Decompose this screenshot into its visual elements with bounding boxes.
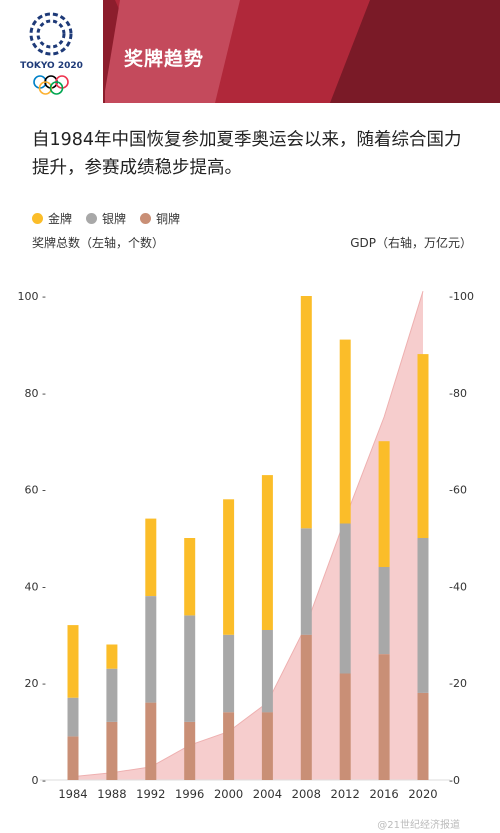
bar-silver-2000: [223, 634, 235, 713]
x-tick-label-2020: 2020: [408, 787, 437, 801]
x-tick-label-1988: 1988: [97, 787, 126, 801]
right-tick-label-100: -100: [449, 290, 474, 303]
bar-silver-1988: [106, 668, 118, 722]
bar-bronze-2020: [417, 692, 429, 780]
bar-bronze-2016: [378, 654, 390, 780]
bar-silver-2012: [339, 523, 351, 674]
bar-gold-2020: [417, 354, 429, 538]
bar-bronze-2008: [300, 634, 312, 780]
right-tick-label-40: -40: [449, 580, 467, 593]
bar-gold-2012: [339, 339, 351, 524]
silver-dot-icon: [86, 212, 98, 224]
page-title: 奖牌趋势: [124, 48, 205, 70]
left-tick-label-80: 80 -: [25, 387, 46, 400]
legend-item-gold: 金牌: [32, 210, 72, 227]
bronze-dot-icon: [140, 212, 152, 224]
bar-bronze-1996: [184, 721, 196, 780]
legend-label-gold: 金牌: [48, 211, 73, 226]
bar-bronze-1984: [67, 736, 79, 780]
bar-gold-1996: [184, 538, 196, 616]
x-tick-label-2004: 2004: [253, 787, 282, 801]
bar-bronze-2000: [223, 712, 235, 780]
banner-decoration: [103, 0, 500, 103]
legend-label-bronze: 铜牌: [156, 211, 181, 226]
x-tick-label-1996: 1996: [175, 787, 204, 801]
left-tick-label-100: 100 -: [18, 290, 46, 303]
bar-silver-2020: [417, 538, 429, 693]
bar-gold-1992: [145, 518, 157, 596]
bar-gold-2008: [300, 296, 312, 529]
left-axis-title: 奖牌总数（左轴，个数）: [32, 236, 165, 250]
watermark: @21世纪经济报道: [377, 820, 460, 831]
bar-bronze-2004: [261, 712, 273, 780]
x-tick-label-1984: 1984: [58, 787, 87, 801]
right-tick-label-0: -0: [449, 774, 460, 787]
olympic-emblem-icon: [29, 12, 73, 95]
bar-bronze-1992: [145, 702, 157, 780]
legend-item-bronze: 铜牌: [140, 210, 180, 227]
bar-silver-1984: [67, 697, 79, 737]
chart-legend: 金牌 银牌 铜牌: [32, 208, 194, 228]
x-tick-label-2008: 2008: [292, 787, 321, 801]
right-axis-title: GDP（右轴，万亿元）: [350, 236, 472, 250]
bar-gold-2004: [261, 475, 273, 630]
right-tick-label-80: -80: [449, 387, 467, 400]
legend-label-silver: 银牌: [102, 211, 127, 226]
intro-text: 自1984年中国恢复参加夏季奥运会以来，随着综合国力提升，参赛成绩稳步提高。: [32, 130, 462, 178]
header-banner: TOKYO 2020 奖牌趋势: [0, 0, 500, 103]
bar-gold-2000: [223, 499, 235, 635]
left-tick-label-20: 20 -: [25, 677, 46, 690]
logo-caption: TOKYO 2020: [20, 61, 83, 71]
x-tick-label-1992: 1992: [136, 787, 165, 801]
bar-silver-1996: [184, 615, 196, 722]
bar-bronze-2012: [339, 673, 351, 780]
gdp-line: [72, 291, 424, 778]
right-tick-label-20: -20: [449, 677, 467, 690]
bar-silver-2016: [378, 567, 390, 655]
bar-gold-2016: [378, 441, 390, 567]
bar-silver-2004: [261, 630, 273, 713]
bar-bronze-1988: [106, 721, 118, 780]
x-tick-label-2000: 2000: [214, 787, 243, 801]
legend-item-silver: 银牌: [86, 210, 126, 227]
bar-silver-2008: [300, 528, 312, 635]
bar-silver-1992: [145, 596, 157, 703]
left-tick-label-0: 0 -: [32, 774, 46, 787]
bar-gold-1984: [67, 625, 79, 698]
gold-dot-icon: [32, 212, 43, 224]
right-tick-label-60: -60: [449, 484, 467, 497]
x-tick-label-2016: 2016: [369, 787, 398, 801]
x-tick-label-2012: 2012: [331, 787, 360, 801]
left-tick-label-60: 60 -: [25, 484, 46, 497]
bar-gold-1988: [106, 644, 118, 669]
gdp-area: [73, 291, 423, 780]
tokyo-2020-logo: TOKYO 2020: [0, 0, 103, 103]
left-tick-label-40: 40 -: [25, 580, 46, 593]
